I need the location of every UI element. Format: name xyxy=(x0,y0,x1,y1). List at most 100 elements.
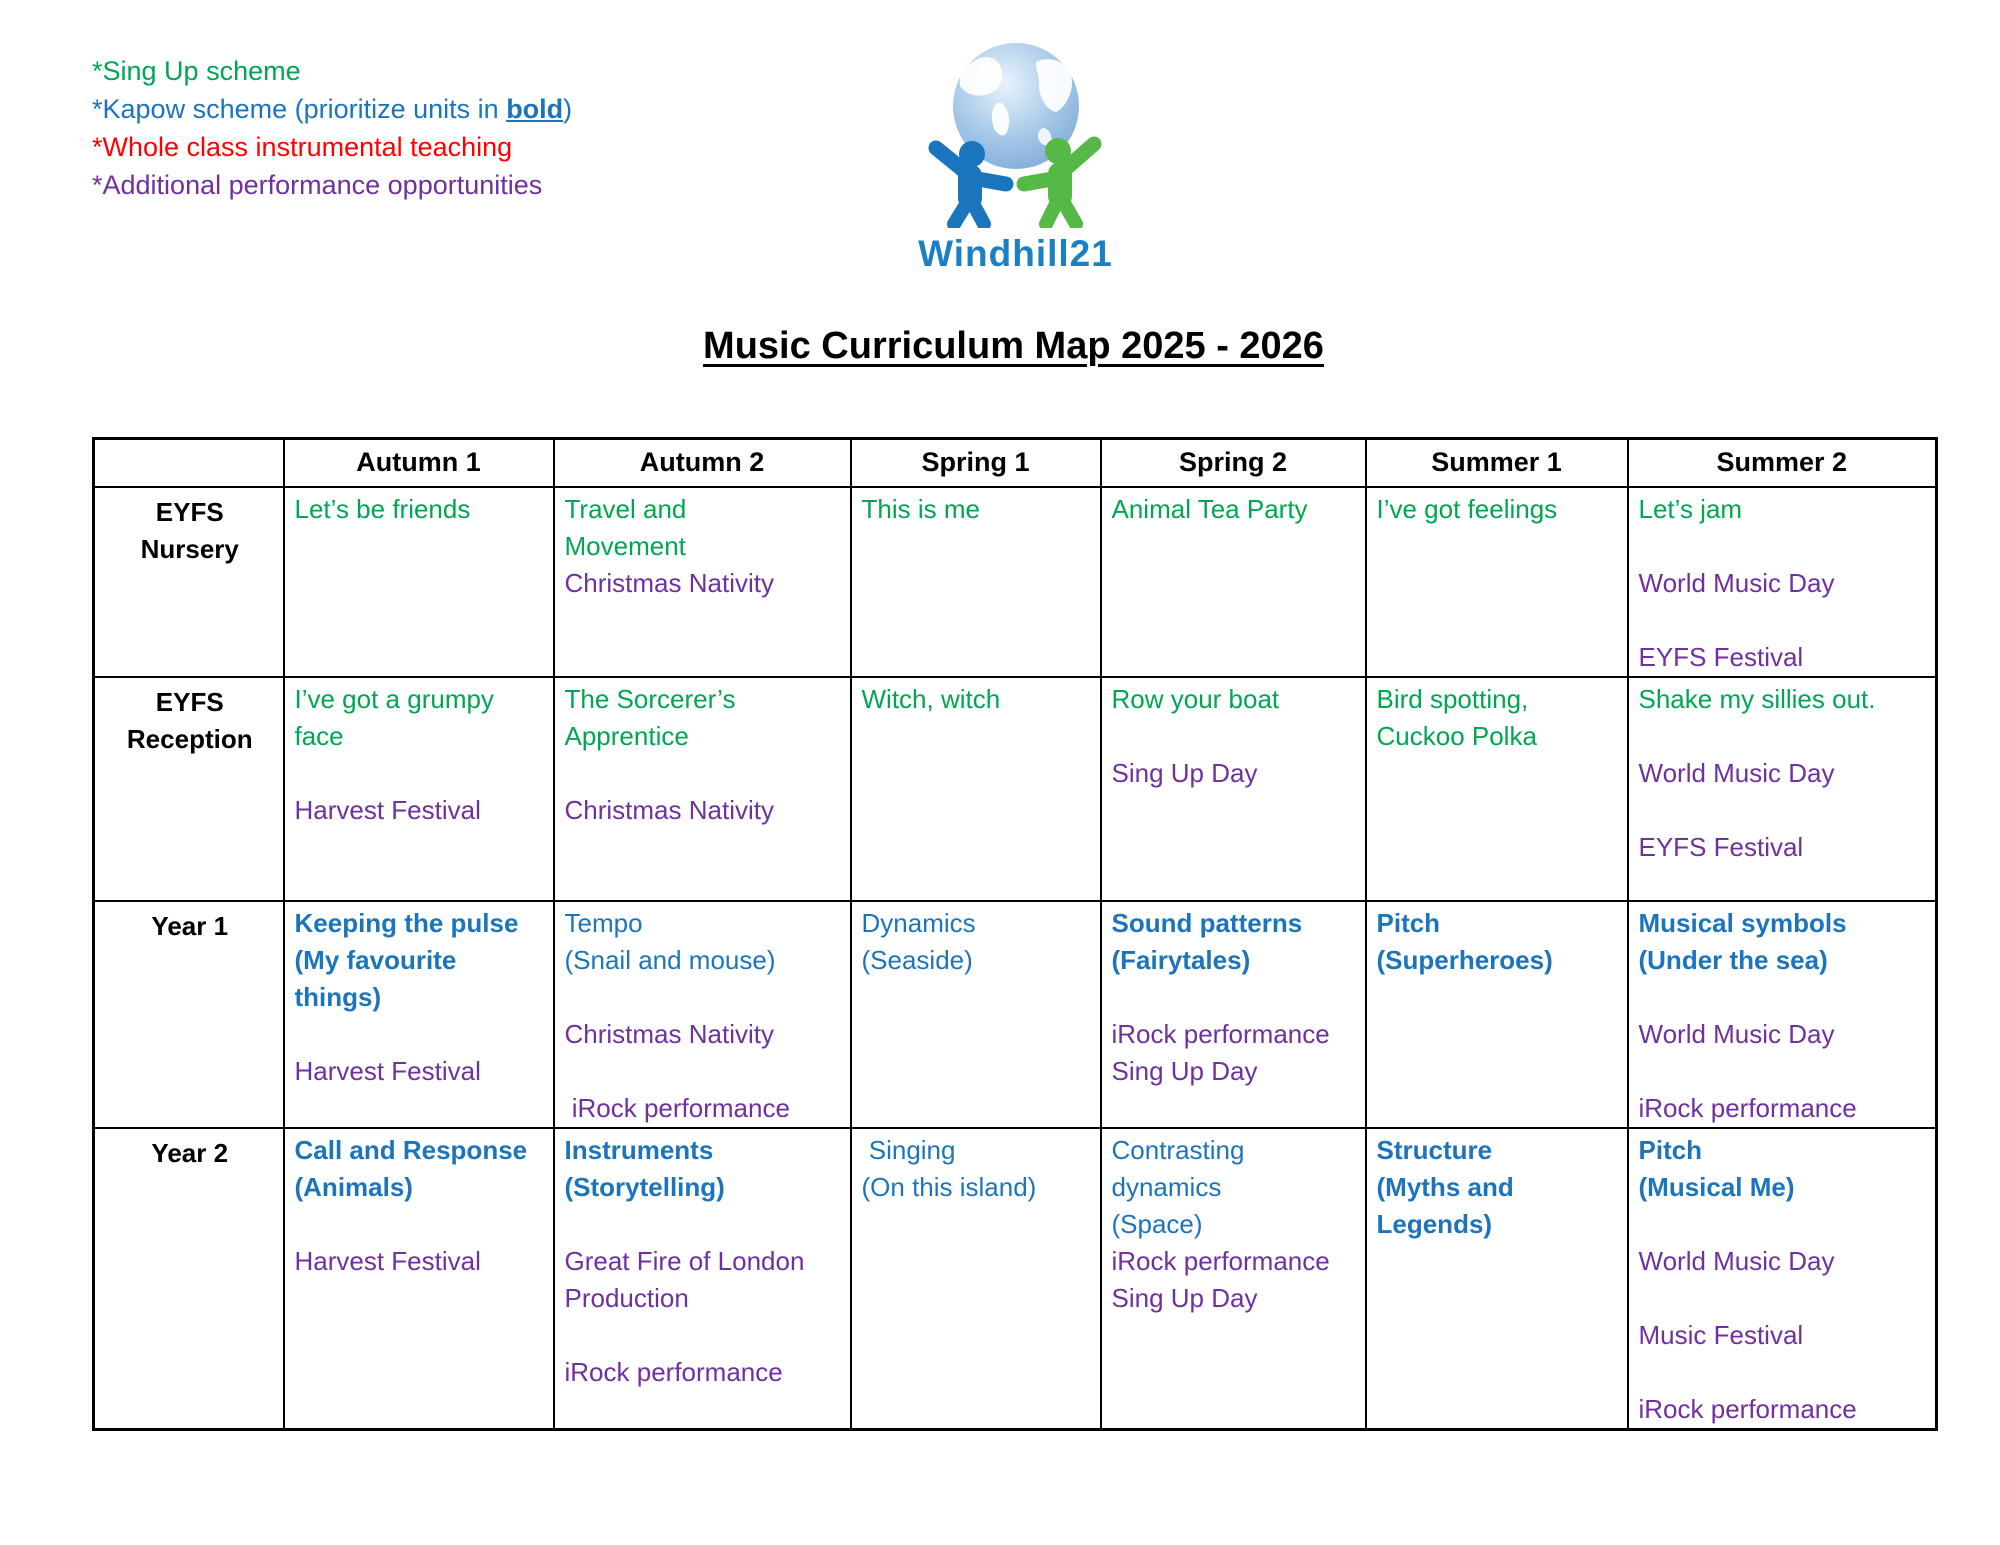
cell-line: Structure xyxy=(1376,1134,1493,1165)
cell-line: (Myths and xyxy=(1376,1171,1514,1202)
legend-line: *Whole class instrumental teaching xyxy=(92,128,572,166)
cell-blank-line xyxy=(1639,1354,1928,1391)
cell-line: Let’s be friends xyxy=(294,493,471,524)
cell-line: Pitch xyxy=(1376,907,1441,938)
globe-children-icon xyxy=(928,43,1102,231)
cell-blank-line xyxy=(565,755,842,792)
cell-line: dynamics xyxy=(1111,1171,1222,1202)
cell-line: (My favourite xyxy=(294,944,457,975)
cell-blank-line xyxy=(1639,792,1928,829)
table-cell: Structure (Myths and Legends) xyxy=(1364,1126,1629,1430)
cell-line: I’ve got a grumpy xyxy=(294,683,494,714)
cell-line: Contrasting xyxy=(1111,1134,1245,1165)
school-logo: Windhill21 xyxy=(868,36,1163,275)
cell-line: iRock performance xyxy=(1111,1245,1330,1276)
row-label: EYFS Reception xyxy=(92,675,285,902)
table-cell: I’ve got feelings xyxy=(1364,485,1629,678)
table-cell: Shake my sillies out. World Music Day EYFS… xyxy=(1626,675,1938,902)
table-row: Year 2 Call and Response (Animals) Harvest … xyxy=(92,1126,1938,1430)
cell-blank-line xyxy=(565,1053,842,1090)
table-cell: This is me xyxy=(849,485,1102,678)
cell-line: (Fairytales) xyxy=(1111,944,1251,975)
cell-line: Travel and xyxy=(564,493,687,524)
column-header: Autumn 2 xyxy=(552,437,852,488)
table-cell: Dynamics (Seaside) xyxy=(849,899,1102,1129)
cell-line: Shake my sillies out. xyxy=(1638,683,1876,714)
cell-line: Harvest Festival xyxy=(294,794,481,825)
cell-line: Instruments xyxy=(564,1134,714,1165)
corner-header xyxy=(92,437,285,488)
cell-line: (Storytelling) xyxy=(564,1171,725,1202)
curriculum-table: Autumn 1 Autumn 2 Spring 1 Spring 2 Summer 1… xyxy=(92,437,1938,1431)
legend: *Sing Up scheme *Kapow scheme (prioritize… xyxy=(92,52,572,204)
cell-line: (Superheroes) xyxy=(1376,944,1553,975)
table-cell: I’ve got a grumpy face Harvest Festival xyxy=(282,675,555,902)
cell-line: EYFS Festival xyxy=(1638,831,1804,862)
cell-line: Singing xyxy=(861,1134,956,1165)
table-cell: Let’s jam World Music Day EYFS Festival xyxy=(1626,485,1938,678)
cell-line: This is me xyxy=(861,493,980,524)
cell-line: Dynamics xyxy=(861,907,976,938)
legend-text: *Additional performance opportunities xyxy=(92,170,543,200)
row-label: EYFS Nursery xyxy=(92,485,285,678)
table-cell: Instruments (Storytelling) Great Fire of L… xyxy=(552,1126,852,1430)
cell-line: Great Fire of London xyxy=(564,1245,805,1276)
cell-line: I’ve got feelings xyxy=(1376,493,1558,524)
table-cell: Singing (On this island) xyxy=(849,1126,1102,1430)
cell-line: (Under the sea) xyxy=(1638,944,1828,975)
page-title: Music Curriculum Map 2025 - 2026 xyxy=(703,325,1324,367)
legend-text: bold xyxy=(506,94,564,124)
cell-blank-line xyxy=(295,1016,545,1053)
cell-blank-line xyxy=(1639,979,1928,1016)
legend-text: ) xyxy=(563,94,573,124)
cell-line: (Musical Me) xyxy=(1638,1171,1795,1202)
legend-text: *Kapow scheme (prioritize units in xyxy=(92,94,507,124)
table-cell: Travel and Movement Christmas Nativity xyxy=(552,485,852,678)
row-label-line: Nursery xyxy=(140,533,239,564)
row-label: Year 1 xyxy=(92,899,285,1129)
cell-line: Tempo xyxy=(564,907,643,938)
cell-line: (Seaside) xyxy=(861,944,973,975)
cell-line: Row your boat xyxy=(1111,683,1280,714)
table-header: Autumn 1 Autumn 2 Spring 1 Spring 2 Summer 1… xyxy=(92,437,1938,488)
column-header: Summer 1 xyxy=(1364,437,1629,488)
cell-blank-line xyxy=(1639,1206,1928,1243)
cell-blank-line xyxy=(1639,602,1928,639)
cell-line: iRock performance xyxy=(564,1356,783,1387)
cell-line: The Sorcerer’s xyxy=(564,683,736,714)
cell-blank-line xyxy=(1639,1053,1928,1090)
row-label-line: Reception xyxy=(126,723,253,754)
cell-line: Keeping the pulse xyxy=(294,907,519,938)
cell-line: Harvest Festival xyxy=(294,1245,481,1276)
cell-line: face xyxy=(294,720,344,751)
row-label: Year 2 xyxy=(92,1126,285,1430)
table-cell: Animal Tea Party xyxy=(1099,485,1367,678)
cell-line: Sing Up Day xyxy=(1111,1055,1258,1086)
table-cell: Musical symbols (Under the sea) World Musi… xyxy=(1626,899,1938,1129)
table-cell: Let’s be friends xyxy=(282,485,555,678)
cell-line: World Music Day xyxy=(1638,1018,1835,1049)
cell-line: Bird spotting, xyxy=(1376,683,1529,714)
table-cell: Sound patterns (Fairytales) iRock performa… xyxy=(1099,899,1367,1129)
cell-line: (Animals) xyxy=(294,1171,413,1202)
cell-line: Music Festival xyxy=(1638,1319,1804,1350)
cell-line: iRock performance xyxy=(1111,1018,1330,1049)
cell-line: iRock performance xyxy=(564,1092,790,1123)
cell-line: Christmas Nativity xyxy=(564,567,774,598)
cell-line: Call and Response xyxy=(294,1134,528,1165)
cell-blank-line xyxy=(1639,718,1928,755)
column-header: Autumn 1 xyxy=(282,437,555,488)
cell-line: Cuckoo Polka xyxy=(1376,720,1537,751)
cell-line: Apprentice xyxy=(564,720,689,751)
cell-line: (Snail and mouse) xyxy=(564,944,776,975)
column-header: Spring 1 xyxy=(849,437,1102,488)
cell-line: Harvest Festival xyxy=(294,1055,481,1086)
cell-blank-line xyxy=(565,1317,842,1354)
cell-line: Witch, witch xyxy=(861,683,1001,714)
cell-blank-line xyxy=(295,1206,545,1243)
row-label-line: Year 1 xyxy=(151,910,229,941)
legend-line: *Kapow scheme (prioritize units in bold) xyxy=(92,90,572,128)
logo-text: Windhill21 xyxy=(918,233,1113,274)
cell-line: Sing Up Day xyxy=(1111,1282,1258,1313)
